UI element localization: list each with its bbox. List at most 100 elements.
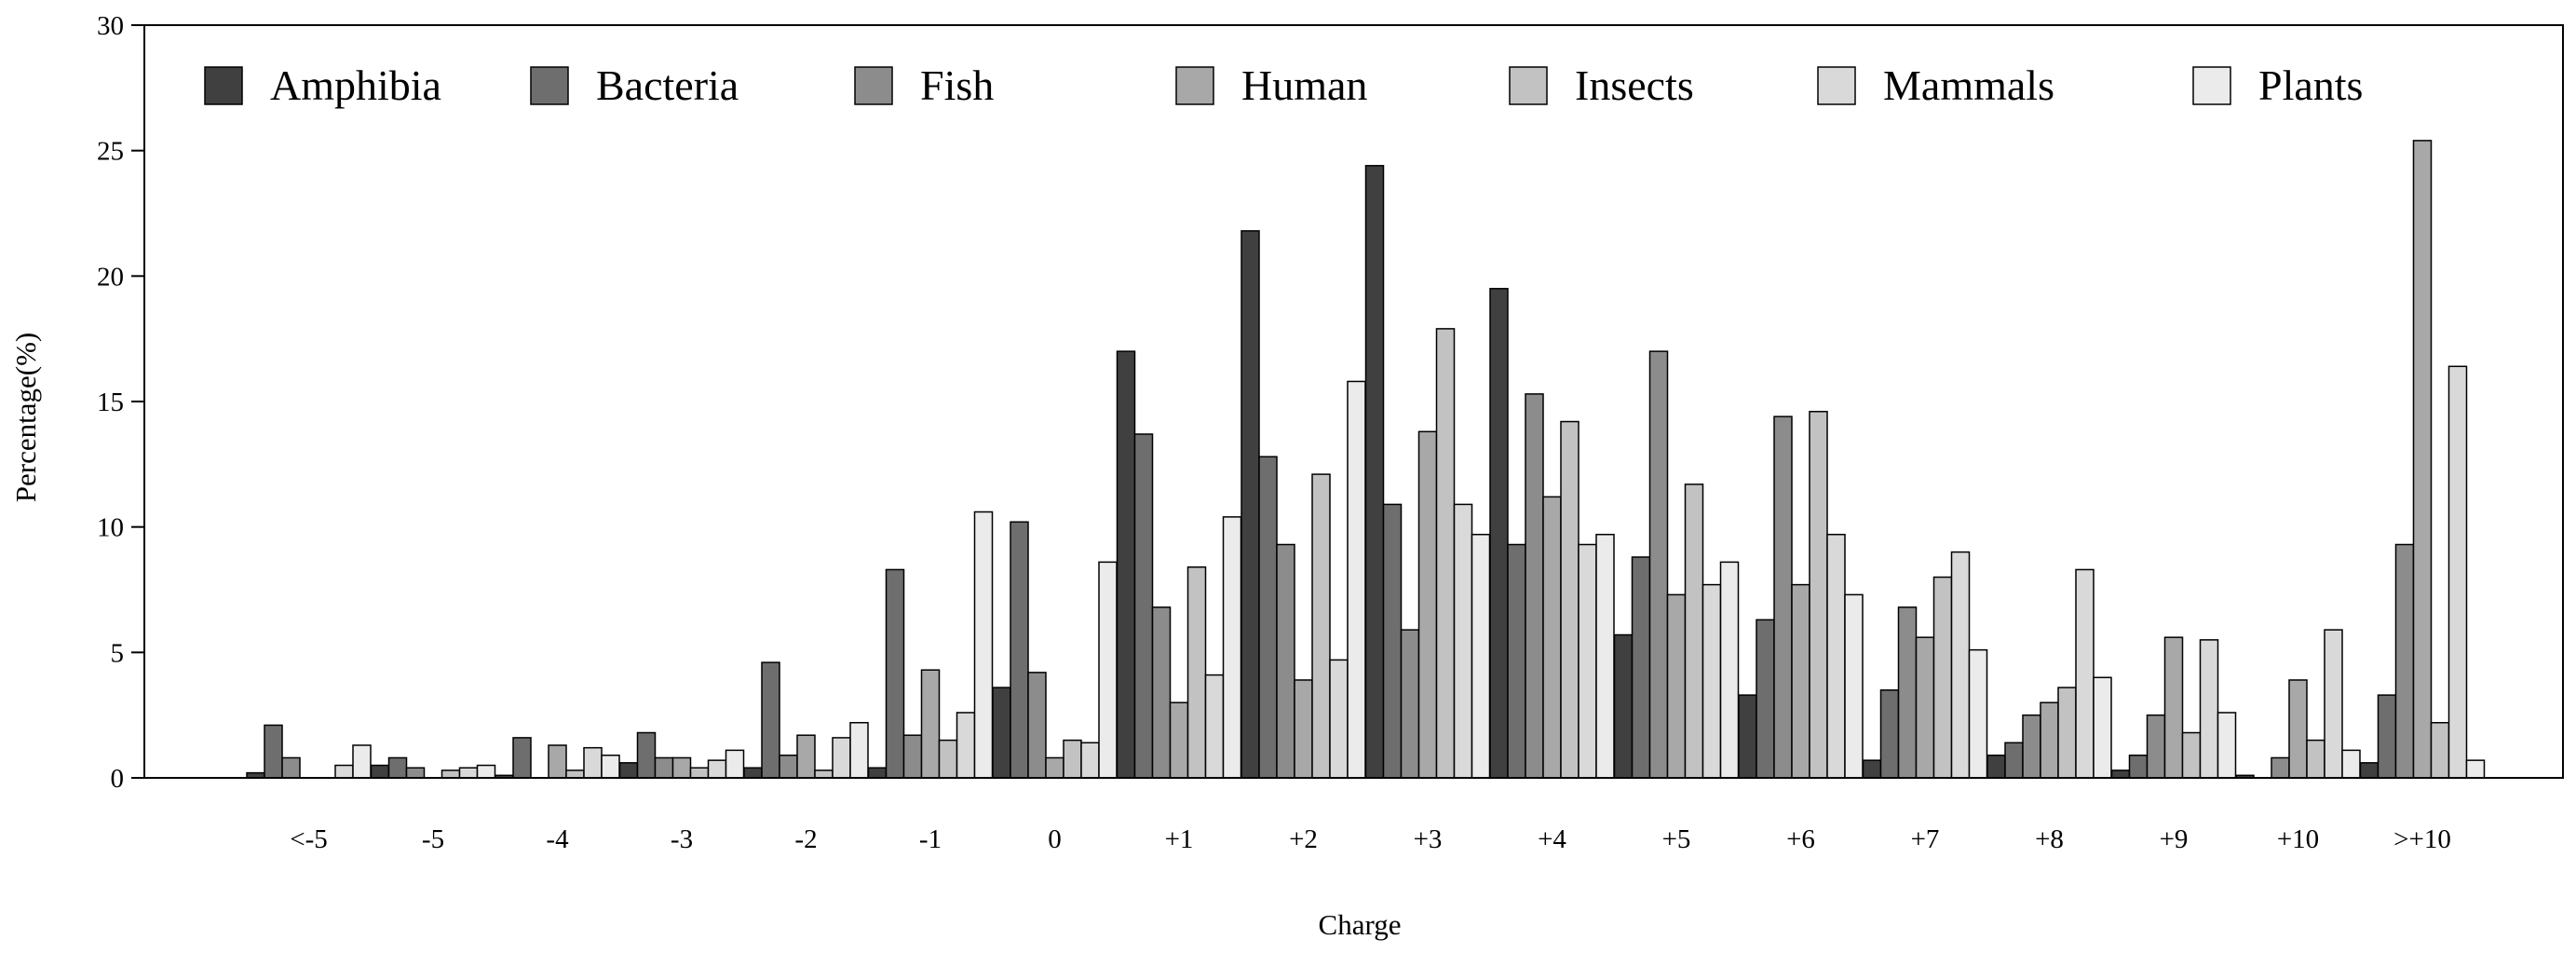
bar-fish-3 <box>654 756 674 779</box>
bar-mammals-4 <box>832 737 851 779</box>
bar-bacteria-2 <box>512 737 532 779</box>
bar-fish-6 <box>1027 672 1047 779</box>
axes-layer: <-5 -5 -4 -3 -2 -1 0 +1 +2 +3 +4 +5 +6 +7 +8 +9 +10 >+10 0… <box>97 11 2564 854</box>
bar-bacteria-5 <box>885 568 905 779</box>
bar-fish-10 <box>1525 393 1544 779</box>
bar-plants-13 <box>1968 648 1988 779</box>
bar-human-10 <box>1542 496 1562 779</box>
bar-mammals-5 <box>956 712 976 779</box>
bar-insects-13 <box>1932 576 1953 779</box>
bar-plants-1 <box>476 764 496 779</box>
bar-fish-0 <box>281 756 301 779</box>
bar-human-13 <box>1915 636 1935 779</box>
bar-bacteria-3 <box>636 731 657 779</box>
x-tick-label: <-5 <box>290 824 328 854</box>
x-axis-title: Charge <box>1319 908 1402 941</box>
bar-bacteria-9 <box>1382 503 1403 779</box>
bar-insects-4 <box>814 769 834 779</box>
bar-amphibia-3 <box>618 762 639 779</box>
bar-plants-14 <box>2093 676 2112 779</box>
bar-insects-6 <box>1063 739 1082 779</box>
bar-amphibia-4 <box>743 767 763 779</box>
bar-mammals-2 <box>583 746 603 779</box>
bar-mammals-7 <box>1204 674 1225 779</box>
x-tick-label: +5 <box>1662 824 1691 854</box>
bar-fish-11 <box>1648 350 1669 779</box>
legend-swatch-insects <box>1509 66 1548 105</box>
legend-label-mammals: Mammals <box>1883 61 2054 109</box>
bar-fish-12 <box>1773 415 1793 779</box>
legend-label-insects: Insects <box>1575 61 1694 109</box>
bar-insects-1 <box>441 769 461 779</box>
bar-amphibia-11 <box>1613 633 1634 779</box>
x-tick-label: +2 <box>1289 824 1318 854</box>
bar-plants-16 <box>2341 749 2361 779</box>
bar-mammals-9 <box>1453 503 1473 779</box>
bar-plants-9 <box>1471 533 1491 779</box>
x-tick-label: +1 <box>1165 824 1194 854</box>
x-tick-label: -5 <box>422 824 444 854</box>
bar-insects-2 <box>565 769 585 779</box>
y-axis-title: Percentage(%) <box>9 333 42 502</box>
bar-bacteria-10 <box>1507 543 1526 779</box>
bar-insects-8 <box>1311 473 1331 779</box>
y-tick-label: 5 <box>111 638 125 668</box>
bar-bacteria-0 <box>264 724 283 779</box>
bar-plants-2 <box>601 755 620 779</box>
legend-label-plants: Plants <box>2258 61 2363 109</box>
bar-plants-10 <box>1595 533 1615 779</box>
bar-amphibia-8 <box>1241 230 1260 779</box>
bar-plants-3 <box>725 749 745 779</box>
bar-plants-0 <box>352 744 372 779</box>
x-tick-label: +8 <box>2035 824 2064 854</box>
x-tick-label: +4 <box>1538 824 1566 854</box>
bar-plants-6 <box>1098 561 1118 779</box>
bar-plants-7 <box>1222 516 1242 779</box>
y-tick-label: 30 <box>97 11 124 41</box>
bar-fish-15 <box>2146 714 2166 779</box>
legend-swatch-human <box>1175 66 1214 105</box>
bar-bacteria-15 <box>2128 755 2149 779</box>
x-tick-label: -1 <box>919 824 942 854</box>
legend-swatch-bacteria <box>530 66 569 105</box>
bar-bacteria-14 <box>2004 742 2024 779</box>
bar-human-11 <box>1666 593 1687 779</box>
bar-bacteria-11 <box>1631 556 1651 779</box>
bar-insects-7 <box>1186 566 1207 779</box>
bar-plants-11 <box>1719 561 1740 779</box>
bar-amphibia-9 <box>1364 165 1385 779</box>
bar-mammals-13 <box>1950 551 1971 779</box>
legend-swatch-plants <box>2192 66 2231 105</box>
x-tick-label: +7 <box>1911 824 1940 854</box>
bar-mammals-10 <box>1578 543 1597 779</box>
bar-insects-14 <box>2057 687 2077 779</box>
bar-bacteria-1 <box>387 756 408 779</box>
bar-insects-12 <box>1809 411 1828 779</box>
legend-swatch-amphibia <box>204 66 243 105</box>
x-tick-label: +3 <box>1414 824 1443 854</box>
legend-label-amphibia: Amphibia <box>270 61 441 109</box>
bar-mammals-0 <box>334 764 354 779</box>
bar-mammals-12 <box>1826 533 1846 779</box>
legend: Amphibia Bacteria Fish Human Insects Mammals P… <box>204 61 2363 109</box>
y-tick-label: 15 <box>97 388 124 417</box>
bar-human-8 <box>1294 679 1313 779</box>
bar-amphibia-17 <box>2359 762 2379 779</box>
bar-insects-11 <box>1684 483 1704 779</box>
bar-bacteria-4 <box>761 661 780 779</box>
bar-human-15 <box>2163 636 2184 779</box>
bar-plants-4 <box>849 721 869 779</box>
bar-human-12 <box>1791 583 1810 779</box>
x-tick-label: +9 <box>2160 824 2189 854</box>
bar-insects-16 <box>2306 739 2325 779</box>
x-tick-label: -3 <box>671 824 693 854</box>
bar-plants-8 <box>1347 380 1366 779</box>
bar-plants-5 <box>973 511 994 779</box>
bar-insects-17 <box>2430 721 2450 779</box>
bar-bacteria-17 <box>2377 694 2397 779</box>
bar-mammals-15 <box>2199 639 2219 779</box>
y-tick-label: 20 <box>97 262 124 292</box>
bars-layer <box>246 140 2486 779</box>
